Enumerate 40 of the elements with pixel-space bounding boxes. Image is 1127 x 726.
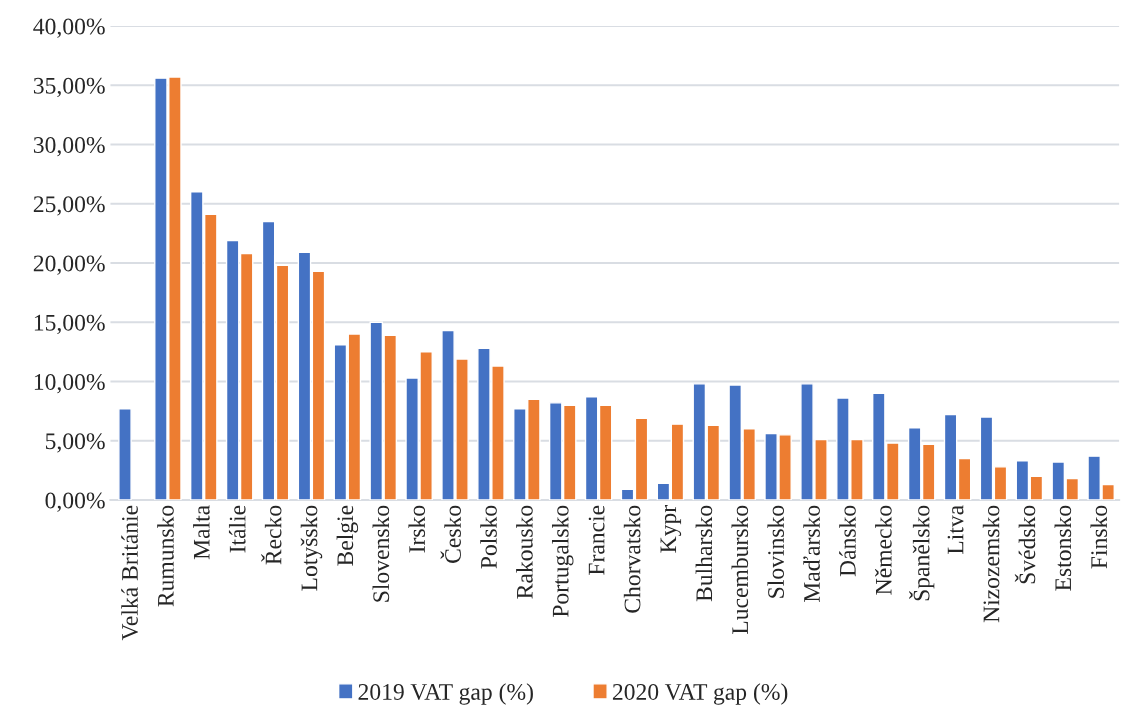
x-tick-label: Slovensko [372, 505, 390, 602]
x-tick-label: Chorvatsko [623, 505, 641, 613]
x-tick-label: Švédsko [1014, 505, 1036, 584]
x-tick-label: Slovinsko [767, 505, 785, 598]
legend-label: 2020 VAT gap (%) [612, 683, 788, 705]
x-tick-label: Irsko [408, 505, 426, 553]
x-tick-label: Litva [947, 505, 964, 555]
bar [118, 408, 132, 500]
x-tick-label: Belgie [336, 505, 359, 566]
legend-label: 2019 VAT gap (%) [358, 683, 533, 705]
y-tick-label: 35,00% [33, 77, 105, 98]
y-tick-label: 10,00% [34, 373, 105, 394]
x-tick-label: Nizozemsko [982, 505, 1000, 623]
x-tick-label: Lucembursko [731, 505, 749, 635]
x-tick-label: Itálie [228, 505, 246, 553]
y-tick-label: 20,00% [33, 255, 105, 275]
x-tick-label: Finsko [1090, 505, 1108, 569]
x-tick-label: Německo [875, 505, 892, 595]
x-tick-label: Francie [588, 505, 605, 575]
y-tick-label: 0,00% [45, 492, 105, 512]
x-tick-label: Lotyšsko [300, 505, 323, 591]
y-tick-label: 30,00% [33, 136, 105, 157]
x-tick-label: Španělsko [909, 505, 935, 601]
x-tick-label: Polsko [480, 505, 497, 569]
x-tick-label: Dánsko [839, 505, 856, 577]
y-tick-label: 25,00% [33, 196, 105, 216]
y-tick-label: 40,00% [33, 18, 105, 38]
x-tick-label: Estonsko [1054, 505, 1072, 591]
x-tick-label: Malta [193, 505, 210, 560]
x-tick-label: Maďarsko [803, 505, 820, 603]
x-tick-label: Rakousko [516, 505, 533, 599]
x-tick-label: Česko [440, 505, 461, 563]
x-tick-label: Portugalsko [551, 505, 574, 617]
y-tick-label: 15,00% [34, 314, 105, 335]
x-tick-label: Bulharsko [695, 505, 713, 602]
y-tick-label: 5,00% [45, 433, 105, 453]
x-tick-label: Kypr [660, 505, 682, 553]
x-tick-label: Řecko [261, 505, 282, 565]
x-tick-label: Rumunsko [157, 505, 174, 607]
x-tick-label: Velká Británie [121, 505, 139, 641]
